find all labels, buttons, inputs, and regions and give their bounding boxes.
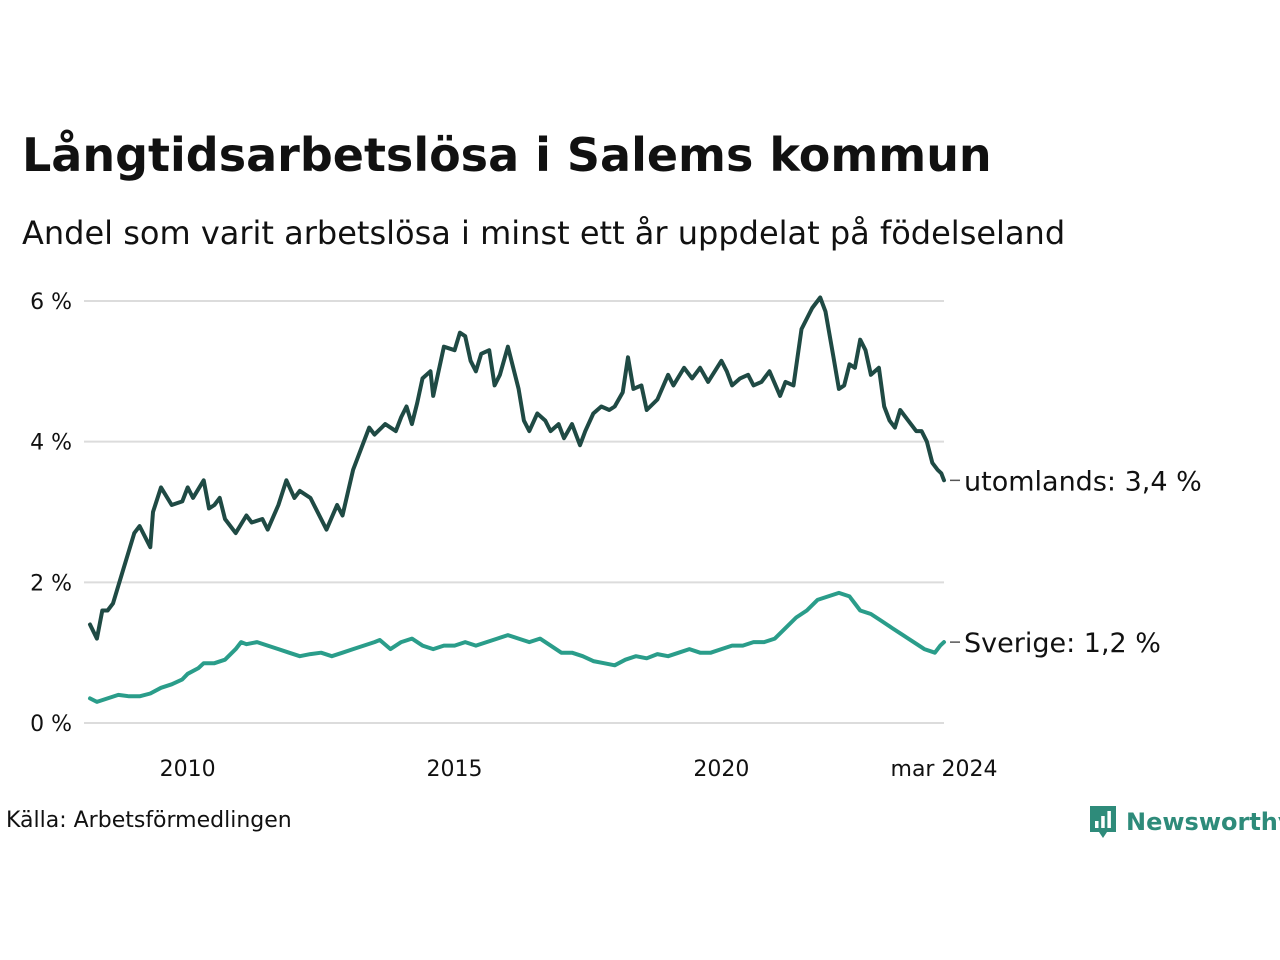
brand-logo: Newsworthy [1088,804,1280,840]
x-tick-label: mar 2024 [891,757,998,782]
x-tick-label: 2010 [160,757,216,782]
newsworthy-logo-icon [1090,806,1116,838]
grid-lines [84,300,944,724]
chart-subtitle: Andel som varit arbetslösa i minst ett å… [22,214,1066,252]
chart-title: Långtidsarbetslösa i Salems kommun [22,128,992,182]
y-tick-label: 4 % [30,431,72,456]
x-tick-label: 2020 [693,757,749,782]
series-line-sverige [88,590,946,704]
brand-name: Newsworthy [1126,808,1280,836]
y-tick-label: 6 % [30,290,72,315]
y-tick-label: 0 % [30,712,72,737]
y-axis: 0 % 2 % 4 % 6 % [30,290,72,737]
series-lines [88,295,946,704]
series-line-utomlands [88,295,946,641]
series-end-labels: utomlands: 3,4 % Sverige: 1,2 % [950,466,1202,659]
line-chart: 0 % 2 % 4 % 6 % 2010 2015 2020 mar 2024 utomla… [30,290,1202,782]
source-note: Källa: Arbetsförmedlingen [6,808,292,833]
x-tick-label: 2015 [427,757,483,782]
y-tick-label: 2 % [30,571,72,596]
series-end-label-utomlands: utomlands: 3,4 % [964,466,1202,497]
series-end-label-sverige: Sverige: 1,2 % [964,628,1161,659]
x-axis: 2010 2015 2020 mar 2024 [160,757,998,782]
